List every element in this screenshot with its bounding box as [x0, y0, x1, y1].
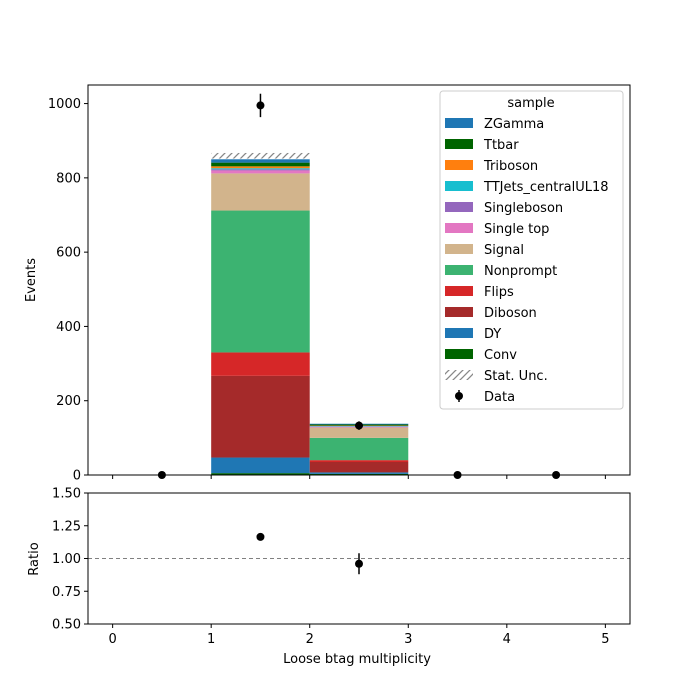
ratio-panel: 0.50 0.75 1.00 1.25 1.50 0 1 2 3 4 5 Ratio Loose …: [27, 487, 631, 667]
data-point-1: [256, 101, 265, 110]
ratio-ytick-label-4: 1.50: [52, 487, 81, 502]
bar-conv-bin-1: [211, 473, 310, 475]
ratio-ytick-label-0: 0.50: [52, 618, 81, 633]
legend-title: sample: [507, 96, 554, 111]
legend-swatch-4: [445, 202, 473, 212]
main-y-ticks: 0 200 400 600 800 1000: [48, 97, 88, 484]
legend-frame: [439, 90, 624, 410]
legend-swatch-0: [445, 118, 473, 128]
legend-swatch-6: [445, 244, 473, 254]
stat-uncertainty-band: [211, 152, 310, 159]
main-ytick-label-5: 1000: [48, 97, 81, 112]
bar-dy-bin-1: [211, 457, 310, 474]
legend-label-7: Nonprompt: [484, 264, 557, 279]
main-ytick-label-3: 600: [56, 246, 81, 261]
bar-zgamma-bin-1: [211, 159, 310, 163]
data-point-2: [355, 421, 363, 430]
bar-dy-bin-2: [309, 472, 409, 474]
bar-signal-bin-1: [211, 173, 310, 211]
bar-nonprompt-bin-2: [309, 437, 409, 461]
bar-flips-bin-2: [309, 460, 409, 462]
ratio-y-ticks: 0.50 0.75 1.00 1.25 1.50: [52, 487, 88, 633]
bar-single-top-bin-1: [211, 170, 310, 174]
main-ytick-label-0: 0: [73, 469, 81, 484]
legend-label-2: Triboson: [483, 159, 538, 174]
bar-flips-bin-1: [211, 352, 310, 376]
legend-swatch-1: [445, 139, 473, 149]
ratio-x-ticks: 0 1 2 3 4 5: [108, 624, 610, 647]
ratio-y-axis-label: Ratio: [27, 542, 42, 575]
bar-conv-bin-2: [309, 473, 409, 475]
legend-label-1: Ttbar: [483, 138, 519, 153]
ratio-xtick-label-4: 4: [503, 632, 511, 647]
legend-label-8: Flips: [484, 285, 514, 300]
legend-label-10: DY: [484, 327, 501, 342]
stat-unc-bin-1: [211, 152, 310, 159]
legend-label-stat-unc: Stat. Unc.: [484, 369, 548, 384]
legend-data-marker: [455, 392, 463, 400]
legend-label-4: Singleboson: [484, 201, 563, 216]
ratio-ytick-label-2: 1.00: [52, 552, 81, 567]
ratio-x-axis-label: Loose btag multiplicity: [283, 652, 431, 667]
legend-label-6: Signal: [484, 243, 524, 258]
stacked-bars: [211, 159, 409, 475]
ratio-xtick-label-3: 3: [404, 632, 412, 647]
main-ytick-label-4: 800: [56, 171, 81, 186]
legend-swatch-stat-unc: [445, 370, 473, 380]
main-ytick-label-1: 200: [56, 394, 81, 409]
main-panel: 0 200 400 600 800 1000 Events: [24, 84, 631, 484]
main-y-axis-label: Events: [24, 258, 39, 302]
legend-swatch-8: [445, 286, 473, 296]
ratio-xtick-label-5: 5: [601, 632, 609, 647]
legend-label-9: Diboson: [484, 306, 537, 321]
ratio-xtick-label-0: 0: [108, 632, 116, 647]
legend-items: ZGamma Ttbar Triboson TTJets_centralUL18 Sin…: [445, 117, 609, 405]
legend-label-3: TTJets_centralUL18: [483, 180, 609, 195]
legend: sample ZGamma Ttbar Triboson TTJets_central…: [439, 90, 624, 410]
legend-label-11: Conv: [484, 348, 517, 363]
ratio-point-1: [355, 559, 363, 568]
main-x-ticks: [112, 475, 606, 479]
legend-label-0: ZGamma: [484, 117, 544, 132]
bar-triboson-bin-1: [211, 166, 310, 169]
ratio-xtick-label-2: 2: [306, 632, 314, 647]
data-points: [157, 93, 561, 479]
bar-diboson-bin-1: [211, 375, 310, 458]
bar-nonprompt-bin-1: [211, 210, 310, 353]
legend-swatch-7: [445, 265, 473, 275]
ratio-ytick-label-1: 0.75: [52, 585, 81, 600]
legend-swatch-10: [445, 328, 473, 338]
bar-singleboson-bin-1: [211, 169, 310, 171]
ratio-xtick-label-1: 1: [207, 632, 215, 647]
ratio-point-0: [256, 532, 265, 541]
main-plot-frame: [87, 84, 631, 476]
legend-swatch-11: [445, 349, 473, 359]
ratio-ytick-label-3: 1.25: [52, 519, 81, 534]
legend-label-5: Single top: [484, 222, 549, 237]
legend-swatch-3: [445, 181, 473, 191]
legend-swatch-5: [445, 223, 473, 233]
bar-ttjets-centralul18-bin-1: [211, 168, 310, 170]
ratio-points: [256, 532, 363, 575]
legend-swatch-9: [445, 307, 473, 317]
legend-swatch-2: [445, 160, 473, 170]
bar-signal-bin-2: [309, 427, 409, 438]
bar-diboson-bin-2: [309, 462, 409, 473]
bar-ttbar-bin-1: [211, 162, 310, 167]
main-ytick-label-2: 400: [56, 320, 81, 335]
legend-label-data: Data: [484, 390, 515, 405]
